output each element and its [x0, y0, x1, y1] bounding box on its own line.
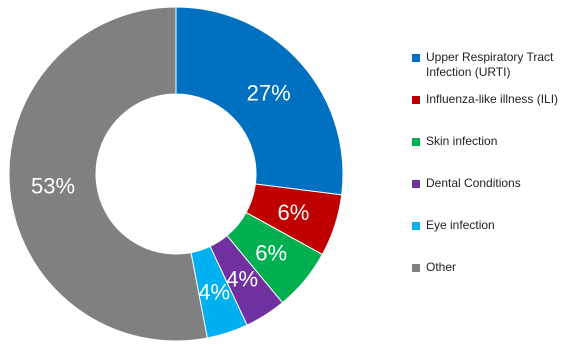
- slice-label-ili: 6%: [278, 200, 310, 225]
- slice-label-eye-infection: 4%: [198, 279, 230, 304]
- slice-label-dental-conditions: 4%: [226, 266, 258, 291]
- donut-chart: 27%6%6%4%4%53%: [8, 6, 344, 342]
- legend-item-urti: Upper Respiratory Tract Infection (URTI): [412, 50, 580, 92]
- legend-swatch-urti: [412, 54, 420, 62]
- legend-item-eye-infection: Eye infection: [412, 218, 580, 260]
- slice-other: [8, 6, 208, 342]
- legend-label-other: Other: [426, 260, 457, 274]
- legend-label-skin-infection: Skin infection: [426, 134, 498, 148]
- slice-urti: [175, 6, 344, 196]
- legend-item-ili: Influenza-like illness (ILI): [412, 92, 580, 134]
- legend-item-other: Other: [412, 260, 580, 302]
- slice-labels: 27%6%6%4%4%53%: [31, 80, 309, 304]
- legend-swatch-other: [412, 264, 420, 272]
- legend-swatch-eye-infection: [412, 222, 420, 230]
- donut-slices: [8, 6, 344, 342]
- legend-label-urti: Upper Respiratory Tract Infection (URTI): [426, 50, 554, 79]
- legend-label-dental-conditions: Dental Conditions: [426, 176, 521, 190]
- legend-item-skin-infection: Skin infection: [412, 134, 580, 176]
- legend-label-ili: Influenza-like illness (ILI): [426, 92, 559, 106]
- legend-swatch-skin-infection: [412, 138, 420, 146]
- legend-swatch-ili: [412, 96, 420, 104]
- slice-label-other: 53%: [31, 174, 75, 199]
- legend-swatch-dental-conditions: [412, 180, 420, 188]
- slice-label-skin-infection: 6%: [255, 241, 287, 266]
- legend-label-eye-infection: Eye infection: [426, 218, 495, 232]
- legend: Upper Respiratory Tract Infection (URTI)…: [412, 50, 580, 302]
- slice-label-urti: 27%: [247, 80, 291, 105]
- legend-item-dental-conditions: Dental Conditions: [412, 176, 580, 218]
